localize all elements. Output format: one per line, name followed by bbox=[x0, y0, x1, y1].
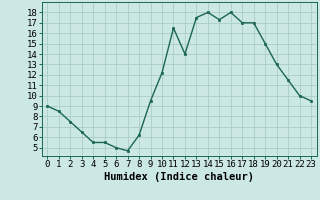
X-axis label: Humidex (Indice chaleur): Humidex (Indice chaleur) bbox=[104, 172, 254, 182]
